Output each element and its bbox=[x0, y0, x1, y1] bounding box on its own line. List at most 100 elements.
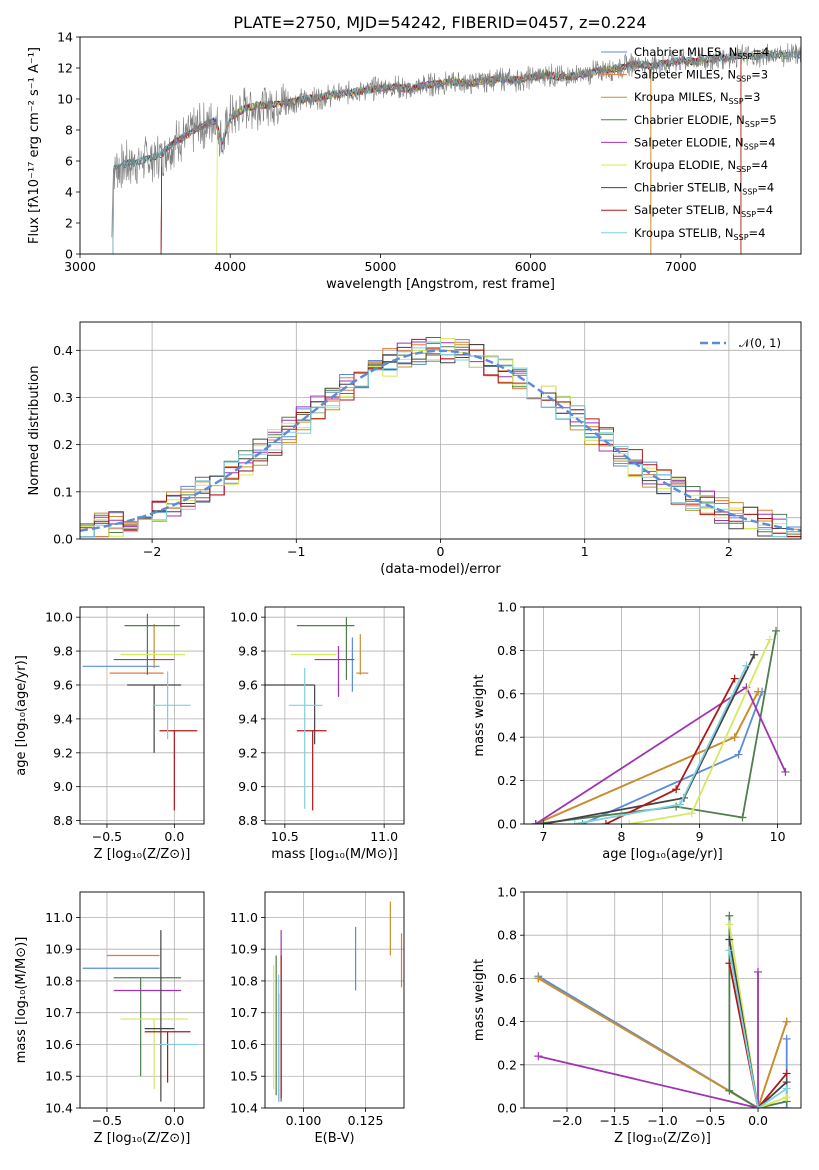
axes-frame bbox=[265, 607, 404, 824]
series-marker bbox=[750, 651, 758, 659]
y-tick-label: 11.0 bbox=[230, 910, 258, 925]
y-tick-label: 0.2 bbox=[53, 437, 73, 452]
y-tick-label: 0.0 bbox=[497, 1101, 517, 1116]
y-tick-label: 0.4 bbox=[497, 730, 517, 745]
errorbar-point bbox=[120, 1019, 187, 1089]
y-tick-label: 9.4 bbox=[53, 711, 73, 726]
y-tick-label: 9.6 bbox=[238, 677, 258, 692]
y-axis-label: Flux [fλ10⁻¹⁷ erg cm⁻² s⁻¹ A⁻¹] bbox=[27, 47, 42, 244]
y-tick-label: 6 bbox=[65, 154, 73, 169]
y-tick-label: 0.3 bbox=[53, 390, 73, 405]
series-marker bbox=[754, 968, 762, 976]
y-tick-label: 9.2 bbox=[53, 745, 73, 760]
legend-label-suffix: =4 bbox=[751, 158, 768, 172]
x-axis-label: (data-model)/error bbox=[380, 562, 501, 577]
x-axis-label: wavelength [Angstrom, rest frame] bbox=[326, 277, 555, 292]
plot-area bbox=[83, 614, 198, 811]
series-marker bbox=[725, 912, 733, 920]
x-tick-label: −0.5 bbox=[695, 1113, 725, 1128]
y-tick-label: 0.8 bbox=[497, 928, 517, 943]
y-tick-label: 10.9 bbox=[45, 942, 73, 957]
x-axis-label: Z [log₁₀(Z/Z⊙)] bbox=[94, 1131, 191, 1146]
legend-label-suffix: =3 bbox=[744, 90, 761, 104]
errorbar-point bbox=[315, 646, 355, 697]
y-tick-label: 0.6 bbox=[497, 971, 517, 986]
axes-frame bbox=[80, 892, 204, 1108]
y-tick-label: 9.8 bbox=[53, 644, 73, 659]
x-tick-label: 10.5 bbox=[271, 829, 299, 844]
y-tick-label: 9.6 bbox=[53, 677, 73, 692]
y-tick-label: 0.8 bbox=[497, 643, 517, 658]
legend-label: Salpeter STELIB, NSSP=4 bbox=[634, 203, 773, 219]
y-tick-label: 10.5 bbox=[230, 1069, 258, 1084]
x-tick-label: −0.5 bbox=[92, 1113, 122, 1128]
x-tick-label: 5000 bbox=[365, 259, 397, 274]
y-tick-label: 9.4 bbox=[238, 711, 258, 726]
legend-label-suffix: =4 bbox=[752, 45, 769, 59]
panel-mass-weight-vs-age: 7 8 9 10 0.0 0.2 0.4 0.6 0.8 1.0 age [log₁₀(age/yr… bbox=[472, 600, 801, 863]
y-axis-label: mass weight bbox=[472, 674, 487, 756]
legend-label-text: Kroupa ELODIE, N bbox=[634, 158, 736, 172]
x-tick-label: 0.0 bbox=[164, 1113, 184, 1128]
panel-age-vs-mass: 10.5 11.0 8.8 9.0 9.2 9.4 9.6 9.8 10.0 mass [log₁… bbox=[230, 607, 404, 862]
y-tick-label: 10.4 bbox=[45, 1101, 73, 1116]
plot-area bbox=[274, 902, 402, 1102]
y-axis-label: age [log₁₀(age/yr)] bbox=[14, 655, 29, 776]
legend-label-sub: SSP bbox=[737, 52, 752, 61]
legend-label: Kroupa STELIB, NSSP=4 bbox=[634, 226, 765, 242]
y-tick-label: 10.8 bbox=[230, 973, 258, 988]
errorbar-point bbox=[153, 671, 191, 739]
y-axis-label: Normed distribution bbox=[27, 366, 42, 496]
panel-mass-vs-EBV: 0.100 0.125 10.4 10.5 10.6 10.7 10.8 10.9 11.0 E(… bbox=[230, 892, 404, 1146]
legend-label-text: Chabrier MILES, N bbox=[634, 45, 737, 59]
legend-label-sub: SSP bbox=[741, 210, 756, 219]
y-tick-label: 10 bbox=[57, 92, 73, 107]
figure-title: PLATE=2750, MJD=54242, FIBERID=0457, z=0… bbox=[233, 13, 646, 32]
legend-label-sub: SSP bbox=[742, 188, 757, 197]
series-marker bbox=[534, 974, 542, 982]
legend-label-suffix: =4 bbox=[749, 226, 766, 240]
x-tick-label: −1 bbox=[287, 544, 305, 559]
legend-label: Kroupa MILES, NSSP=3 bbox=[634, 90, 760, 106]
y-tick-label: 9.2 bbox=[238, 745, 258, 760]
x-tick-label: 10 bbox=[770, 829, 786, 844]
plot-area bbox=[532, 627, 790, 828]
legend-label-suffix: =4 bbox=[757, 181, 774, 195]
series-marker bbox=[672, 785, 680, 793]
y-tick-label: 0.0 bbox=[497, 817, 517, 832]
panel-residual-histogram: −2 −1 0 1 2 0.0 0.1 0.2 0.3 0.4 (data-model)/error… bbox=[27, 322, 801, 577]
x-tick-label: −1.0 bbox=[647, 1113, 677, 1128]
legend-label: 𝒩(0, 1) bbox=[739, 336, 781, 350]
x-tick-label: 0.0 bbox=[748, 1113, 768, 1128]
y-tick-label: 10.0 bbox=[230, 610, 258, 625]
series-marker bbox=[781, 768, 789, 776]
x-tick-label: 6000 bbox=[515, 259, 547, 274]
x-tick-label: 0 bbox=[437, 544, 445, 559]
x-tick-label: 9 bbox=[696, 829, 704, 844]
y-tick-label: 10.6 bbox=[230, 1037, 258, 1052]
legend-label-text: Chabrier STELIB, N bbox=[634, 181, 742, 195]
legend-label-suffix: =4 bbox=[759, 135, 776, 149]
y-tick-label: 10.4 bbox=[230, 1101, 258, 1116]
y-tick-label: 10.6 bbox=[45, 1037, 73, 1052]
x-tick-label: 11.0 bbox=[370, 829, 398, 844]
errorbar-point bbox=[160, 731, 198, 811]
series-marker bbox=[742, 662, 750, 670]
legend-label: Kroupa ELODIE, NSSP=4 bbox=[634, 158, 768, 174]
y-tick-label: 1.0 bbox=[497, 600, 517, 615]
axes-frame bbox=[80, 607, 204, 824]
series-marker bbox=[766, 636, 774, 644]
panel-mass-vs-Z: −0.5 0.010.410.510.610.710.810.911.0Z [lo… bbox=[14, 892, 204, 1146]
y-axis-label: mass weight bbox=[472, 959, 487, 1041]
x-tick-label: 4000 bbox=[214, 259, 246, 274]
series-marker bbox=[725, 920, 733, 928]
y-tick-label: 8 bbox=[65, 123, 73, 138]
y-tick-label: 10.9 bbox=[230, 942, 258, 957]
panel-age-vs-Z: −0.5 0.08.89.09.29.49.69.810.0Z [log₁₀(Z/… bbox=[14, 607, 204, 862]
series-marker bbox=[534, 1052, 542, 1060]
series-marker bbox=[738, 813, 746, 821]
y-tick-label: 0.4 bbox=[497, 1014, 517, 1029]
y-tick-label: 12 bbox=[57, 61, 73, 76]
legend-label-text: Salpeter MILES, N bbox=[634, 68, 736, 82]
y-tick-label: 0.0 bbox=[53, 532, 73, 547]
